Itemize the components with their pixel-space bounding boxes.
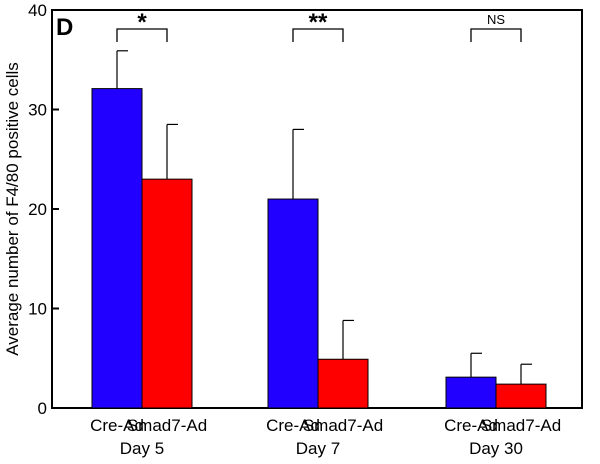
y-tick-label: 20 bbox=[28, 200, 47, 219]
group-label: Day 7 bbox=[296, 439, 340, 458]
bar-smad7-ad bbox=[141, 178, 193, 409]
significance-bracket bbox=[116, 28, 168, 42]
y-axis-title: Average number of F4/80 positive cells bbox=[3, 62, 22, 356]
significance-label: NS bbox=[487, 12, 505, 27]
y-tick-label: 10 bbox=[28, 300, 47, 319]
significance-bracket bbox=[470, 28, 522, 42]
bar-category-label: Smad7-Ad bbox=[481, 416, 561, 435]
group-label: Day 5 bbox=[120, 439, 164, 458]
bar-cre-ad bbox=[267, 198, 319, 409]
y-tick-label: 40 bbox=[28, 1, 47, 20]
panel-label: D bbox=[56, 14, 73, 41]
y-tick-label: 0 bbox=[38, 399, 47, 418]
bar-category-label: Cre-Ad bbox=[266, 416, 320, 435]
bar-category-label: Cre-Ad bbox=[444, 416, 498, 435]
group-label: Day 30 bbox=[469, 439, 523, 458]
bar-category-label: Smad7-Ad bbox=[303, 416, 383, 435]
bar-smad7-ad bbox=[317, 358, 369, 409]
bar-cre-ad bbox=[91, 88, 143, 409]
y-tick-label: 30 bbox=[28, 101, 47, 120]
bar-smad7-ad bbox=[495, 383, 547, 409]
bar-category-label: Smad7-Ad bbox=[127, 416, 207, 435]
significance-bracket bbox=[292, 28, 344, 42]
bar-category-label: Cre-Ad bbox=[90, 416, 144, 435]
significance-label: * bbox=[137, 9, 147, 36]
bar-cre-ad bbox=[445, 376, 497, 409]
significance-label: ** bbox=[309, 9, 328, 36]
